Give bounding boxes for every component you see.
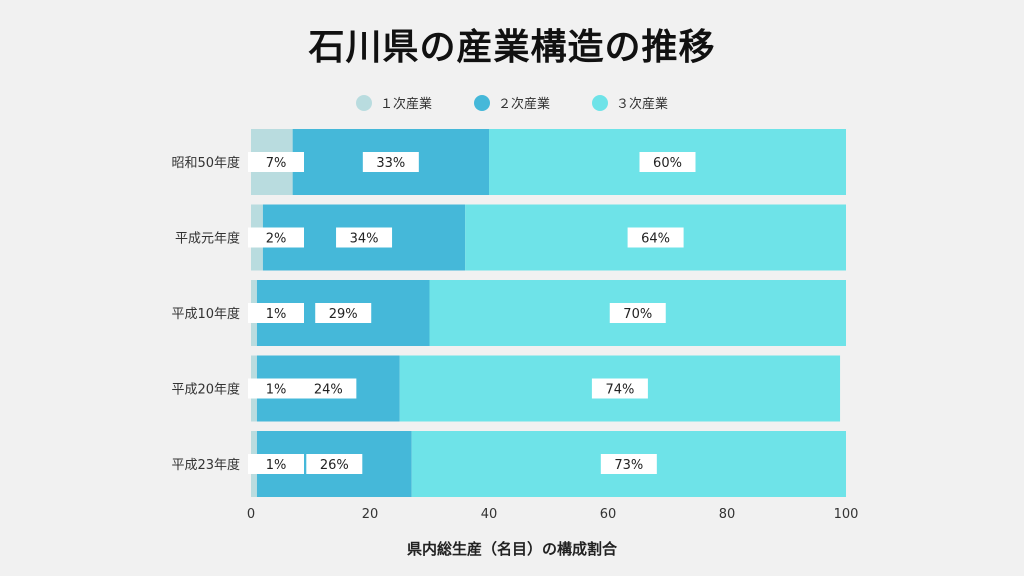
x-tick-label: 40 (481, 507, 498, 522)
legend-item-primary: １次産業 (355, 93, 432, 112)
data-label-box (315, 303, 372, 323)
data-label-box (600, 454, 657, 474)
chart-title: 石川県の産業構造の推移 (308, 27, 716, 68)
data-label-box (591, 378, 648, 399)
data-label-box (248, 378, 304, 399)
x-tick-label: 20 (362, 507, 379, 522)
data-label: 74% (605, 383, 634, 398)
legend-label-tertiary: ３次産業 (616, 97, 669, 112)
legend-swatch-primary (355, 94, 372, 111)
data-label: 24% (314, 383, 343, 398)
data-label: 34% (350, 232, 379, 247)
legend-swatch-secondary (473, 94, 490, 111)
legend-item-tertiary: ３次産業 (592, 93, 668, 112)
data-label: 33% (376, 156, 405, 171)
category-label: 平成20年度 (171, 382, 240, 398)
data-label-box (248, 152, 304, 172)
data-label: 7% (266, 156, 287, 171)
x-axis-title: 県内総生産（名目）の構成割合 (406, 540, 617, 558)
data-label: 1% (266, 307, 287, 322)
data-label-box (336, 227, 393, 248)
data-label: 1% (266, 383, 287, 398)
data-label-box (362, 152, 419, 172)
data-label: 60% (653, 156, 682, 171)
x-tick-label: 80 (719, 507, 736, 522)
data-label-box (627, 227, 684, 248)
x-tick-label: 100 (834, 507, 859, 522)
legend-swatch-tertiary (592, 94, 608, 111)
category-label: 平成23年度 (171, 457, 240, 473)
data-label-box (639, 152, 696, 172)
data-label: 70% (623, 307, 652, 322)
data-label: 64% (641, 232, 670, 247)
legend-label-secondary: ２次産業 (497, 97, 550, 112)
data-label-box (248, 454, 304, 474)
category-label: 平成10年度 (171, 306, 240, 322)
x-tick-label: 0 (247, 507, 255, 522)
data-label-box (306, 454, 363, 474)
data-label: 1% (266, 458, 287, 473)
legend-label-primary: １次産業 (379, 97, 432, 112)
data-label: 2% (266, 232, 287, 247)
legend-item-secondary: ２次産業 (473, 93, 550, 112)
data-label: 73% (614, 458, 643, 473)
data-label-box (609, 303, 666, 323)
data-label-box (248, 303, 304, 323)
data-label: 26% (320, 458, 349, 473)
data-label: 29% (329, 307, 358, 322)
category-label: 昭和50年度 (171, 155, 240, 171)
legend: １次産業 ２次産業 ３次産業 (0, 93, 1024, 112)
data-label-box (300, 378, 357, 399)
data-label-box (248, 227, 304, 248)
x-tick-label: 60 (600, 507, 617, 522)
category-label: 平成元年度 (175, 231, 240, 247)
